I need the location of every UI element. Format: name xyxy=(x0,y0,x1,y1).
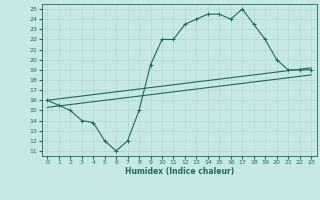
X-axis label: Humidex (Indice chaleur): Humidex (Indice chaleur) xyxy=(124,167,234,176)
